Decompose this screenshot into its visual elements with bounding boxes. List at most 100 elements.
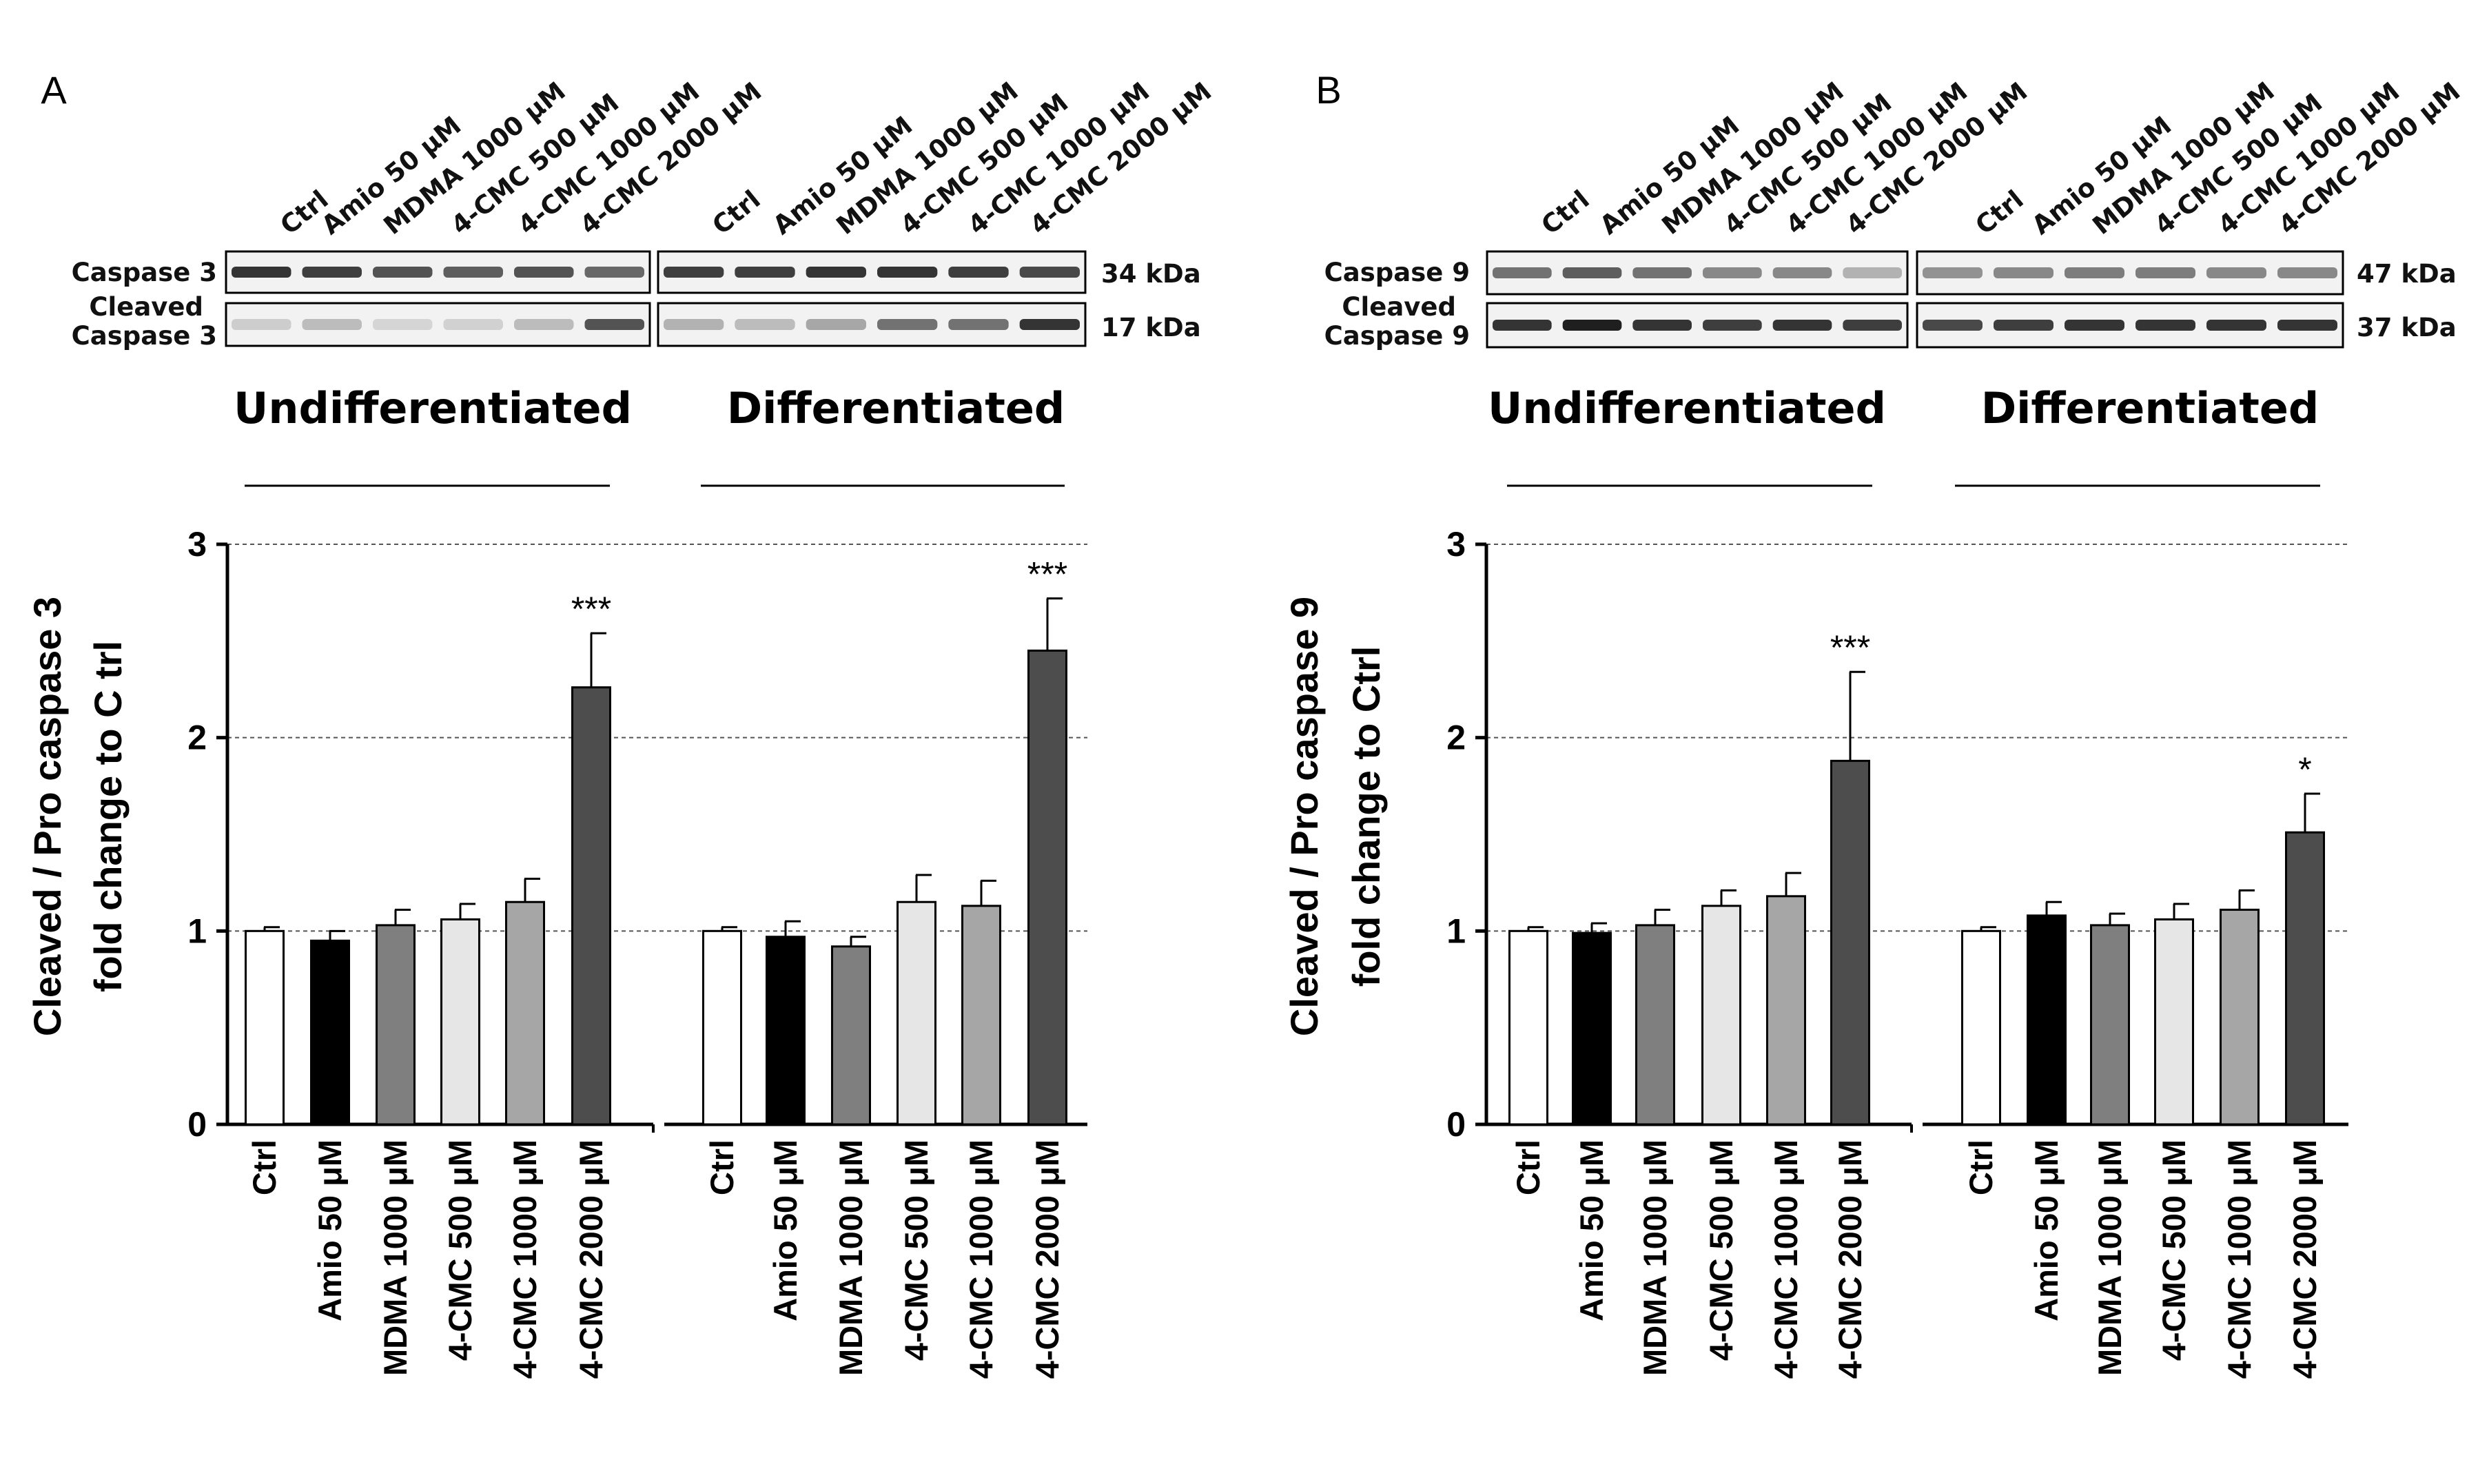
- pro-caspase-label: Caspase 9: [1324, 258, 1470, 287]
- panel-b: B Ctrl Amio 50 μM MDMA 1000 μM 4-CMC 500 μM 4…: [1282, 68, 2466, 1379]
- blot-band: [735, 319, 795, 330]
- blot-frame: [657, 302, 1087, 347]
- blot-band: [948, 267, 1009, 278]
- panel-letter: B: [1315, 68, 1341, 112]
- x-tick-label: 4-CMC 1000 μM: [963, 1140, 999, 1379]
- bar: [505, 900, 545, 1126]
- significance-marker: ***: [1830, 628, 1870, 667]
- blot-frame: [657, 250, 1087, 294]
- x-tick-label: 4-CMC 1000 μM: [2221, 1140, 2257, 1379]
- bar: [1572, 931, 1612, 1126]
- blot-frame: [1486, 302, 1909, 349]
- x-tick-label: Ctrl: [1510, 1140, 1546, 1195]
- bar: [571, 686, 611, 1126]
- blot-band: [1562, 267, 1622, 278]
- bar: [245, 929, 285, 1126]
- blot-band: [2135, 267, 2195, 278]
- x-tick-label: Amio 50 μM: [2028, 1140, 2065, 1321]
- blot-band: [373, 319, 433, 330]
- bar: [961, 905, 1001, 1126]
- x-tick-label: 4-CMC 500 μM: [442, 1140, 478, 1361]
- x-tick-label: 4-CMC 1000 μM: [506, 1140, 543, 1379]
- blot-band: [1493, 320, 1552, 331]
- bar: [1830, 759, 1870, 1126]
- y-tick-label: 3: [187, 525, 207, 564]
- y-axis-title: Cleaved / Pro caspase 3: [25, 597, 69, 1036]
- blot-band: [2277, 320, 2337, 331]
- blot-band: [1994, 320, 2053, 331]
- blot-frame: [225, 250, 651, 294]
- blot-band: [877, 267, 938, 278]
- bar: [1635, 924, 1675, 1126]
- blot-band: [232, 319, 291, 330]
- x-tick-label: Ctrl: [704, 1140, 740, 1195]
- x-tick-label: 4-CMC 2000 μM: [573, 1140, 609, 1379]
- blot-band: [1994, 267, 2053, 278]
- bar: [1961, 929, 2001, 1126]
- bar: [897, 900, 936, 1126]
- x-tick-label: Amio 50 μM: [767, 1140, 803, 1321]
- pro-kda-label: 47 kDa: [2357, 259, 2457, 289]
- cleaved-label-line2: Caspase 3: [72, 321, 217, 351]
- bar: [1766, 895, 1806, 1126]
- x-tick-label: 4-CMC 2000 μM: [2286, 1140, 2323, 1379]
- x-tick-label: Ctrl: [1963, 1140, 1999, 1195]
- y-tick-label: 0: [187, 1105, 207, 1144]
- group-title: Differentiated: [1981, 383, 2319, 433]
- group-title: Undifferentiated: [234, 383, 632, 433]
- blot-band: [443, 319, 503, 330]
- blot-band: [1632, 320, 1692, 331]
- blot-band: [2065, 267, 2124, 278]
- blot-band: [1562, 320, 1622, 331]
- blot-band: [1843, 267, 1902, 278]
- bar: [766, 936, 806, 1126]
- bar: [2285, 831, 2325, 1126]
- x-tick-label: 4-CMC 500 μM: [1703, 1140, 1739, 1361]
- blot-band: [584, 319, 644, 330]
- blot-band: [664, 267, 724, 278]
- pro-caspase-label: Caspase 3: [72, 258, 217, 287]
- y-tick-label: 2: [1446, 719, 1466, 757]
- bar: [2154, 918, 2194, 1126]
- x-tick-label: MDMA 1000 μM: [2091, 1140, 2128, 1376]
- blot-band: [302, 267, 362, 278]
- bar: [2090, 924, 2130, 1126]
- x-tick-label: Ctrl: [246, 1140, 283, 1195]
- bar: [376, 924, 416, 1126]
- x-tick-label: Amio 50 μM: [1573, 1140, 1610, 1321]
- blot-band: [806, 319, 866, 330]
- blot-band: [2065, 320, 2124, 331]
- y-tick-label: 0: [1446, 1105, 1466, 1144]
- blot-band: [584, 267, 644, 278]
- y-axis-title: fold change to C trl: [86, 641, 130, 992]
- blot-band: [1772, 320, 1832, 331]
- bar: [440, 918, 480, 1126]
- y-tick-label: 3: [1446, 525, 1466, 564]
- blot-band: [2206, 320, 2266, 331]
- blot-band: [1493, 267, 1552, 278]
- y-axis-title: fold change to Ctrl: [1344, 646, 1388, 987]
- blot-band: [1703, 320, 1762, 331]
- blot-band: [948, 319, 1009, 330]
- cleaved-kda-label: 37 kDa: [2357, 313, 2457, 342]
- blot-band: [1703, 267, 1762, 278]
- significance-marker: ***: [1027, 555, 1067, 594]
- blot-frame: [1916, 302, 2344, 349]
- cleaved-label-line1: Cleaved: [1342, 292, 1456, 322]
- cleaved-label-line2: Caspase 9: [1324, 321, 1470, 351]
- blot-lane-label: Ctrl: [1536, 185, 1595, 240]
- panel-letter: A: [41, 68, 67, 112]
- blot-band: [514, 319, 574, 330]
- blot-band: [443, 267, 503, 278]
- blot-frame: [225, 302, 651, 347]
- blot-band: [232, 267, 291, 278]
- blot-band: [1923, 320, 1983, 331]
- significance-marker: *: [2298, 750, 2311, 789]
- blot-band: [2206, 267, 2266, 278]
- bar: [1701, 905, 1741, 1126]
- panel-a: A Ctrl Amio 50 μM MDMA 1000 μM 4-CMC 500 μM 4…: [25, 68, 1217, 1379]
- x-tick-label: 4-CMC 500 μM: [898, 1140, 934, 1361]
- blot-band: [1923, 267, 1983, 278]
- blot-band: [664, 319, 724, 330]
